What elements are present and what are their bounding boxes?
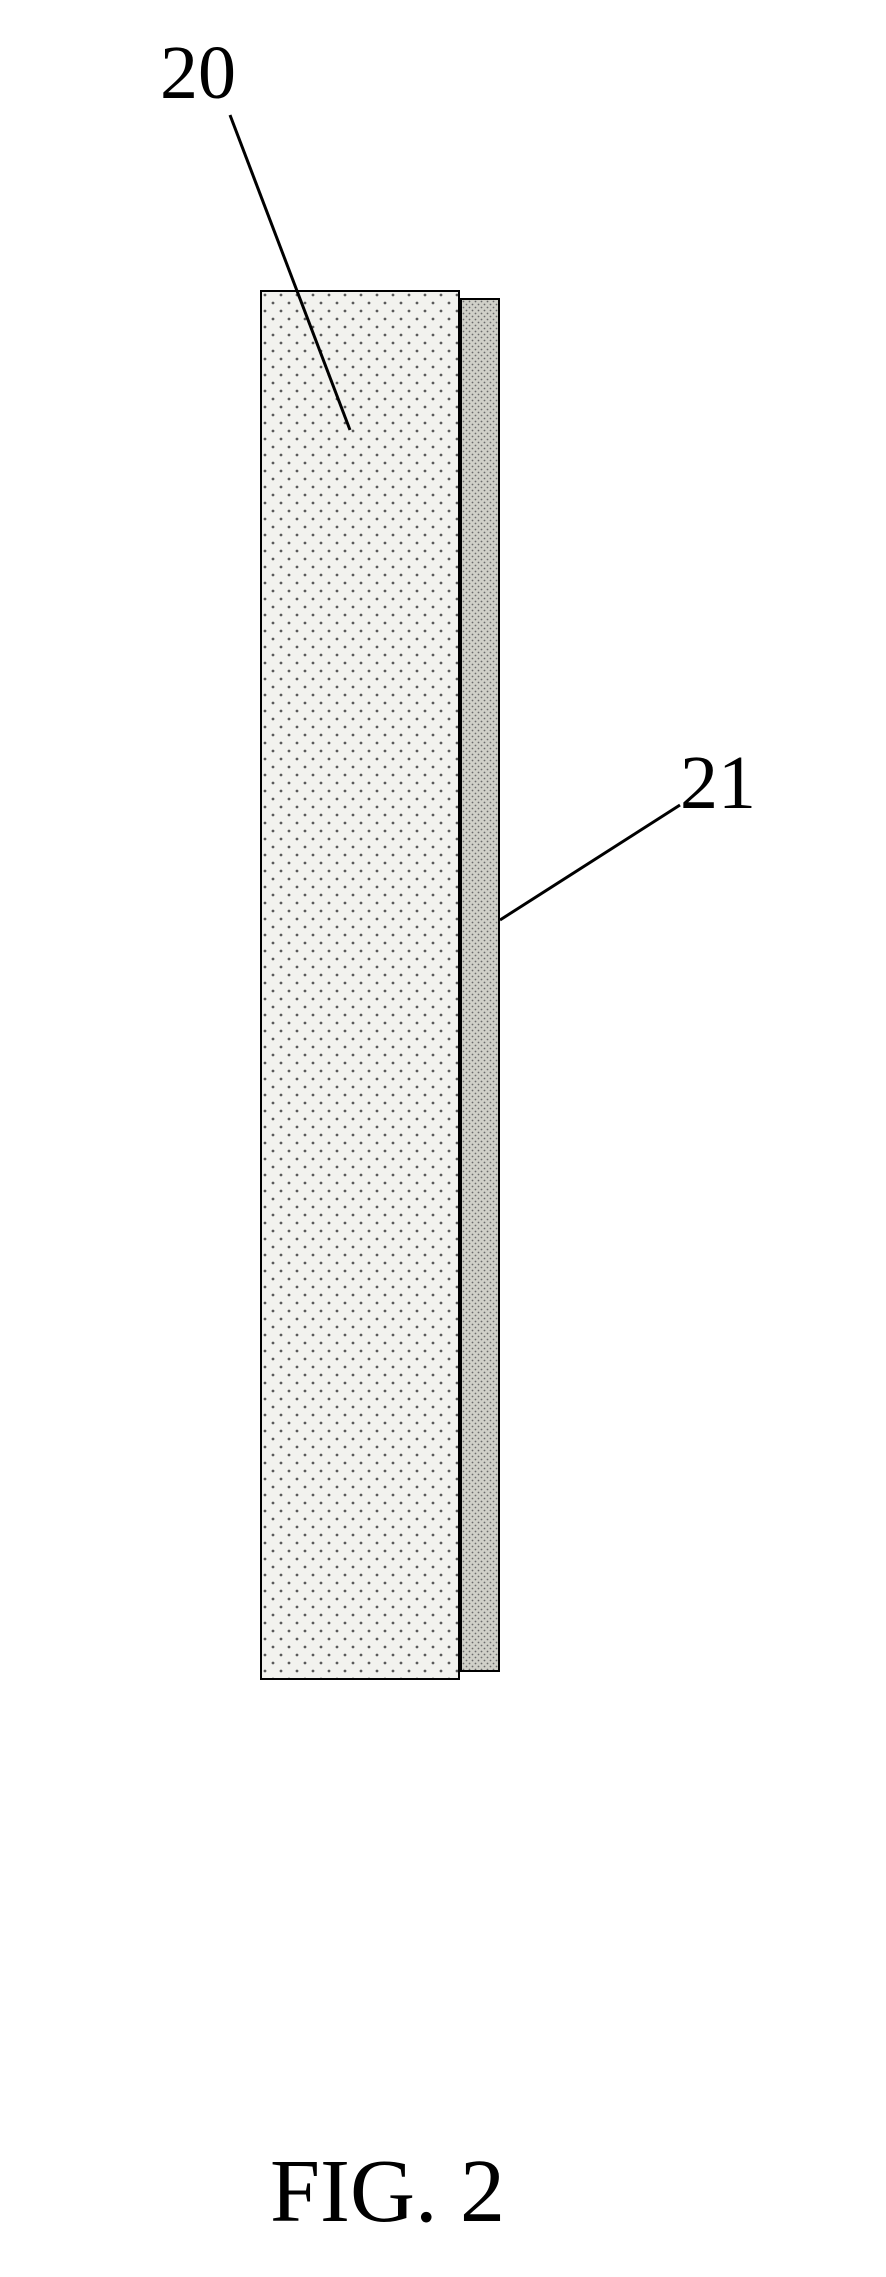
figure-diagram: 20 21 FIG. 2 xyxy=(0,0,886,2277)
figure-caption: FIG. 2 xyxy=(270,2140,505,2243)
label-21: 21 xyxy=(680,740,756,827)
layer-21-rect xyxy=(460,298,500,1672)
label-20: 20 xyxy=(160,30,236,117)
layer-21-pattern xyxy=(462,300,498,1670)
layer-20-pattern xyxy=(262,292,458,1678)
layer-20-rect xyxy=(260,290,460,1680)
